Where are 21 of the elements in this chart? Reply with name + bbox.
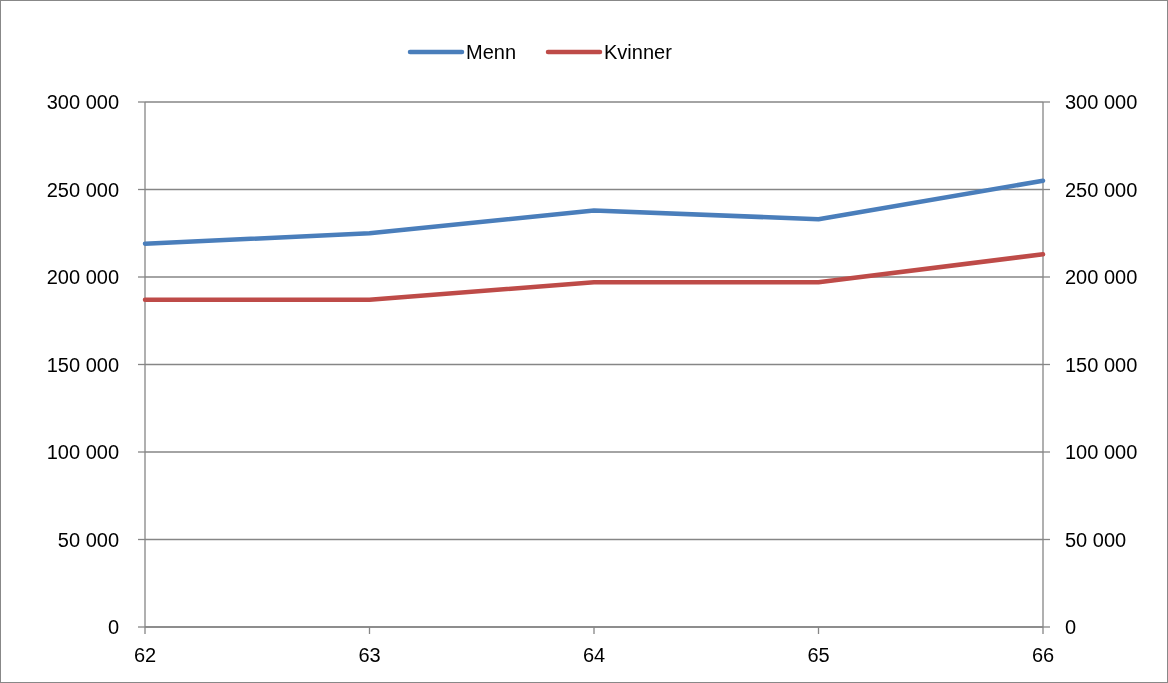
y-tick-label: 50 000 (57, 528, 119, 551)
y-tick-label: 150 000 (46, 353, 119, 376)
x-tick-label: 66 (1031, 644, 1055, 666)
x-tick-label: 65 (807, 644, 830, 666)
legend-label: Menn (466, 41, 517, 63)
y2-tick-label: 100 000 (1065, 441, 1138, 463)
y-tick-label: 0 (107, 616, 119, 638)
y-tick-label: 100 000 (46, 441, 119, 463)
y2-tick-label: 300 000 (1065, 91, 1138, 113)
x-tick-label: 63 (358, 644, 381, 666)
y-tick-label: 250 000 (46, 178, 119, 201)
y2-tick-label: 200 000 (1065, 266, 1138, 288)
x-tick-label: 62 (133, 644, 157, 666)
x-tick-label: 64 (582, 644, 606, 666)
legend-label: Kvinner (604, 41, 673, 63)
y2-tick-label: 150 000 (1065, 353, 1138, 376)
y2-tick-label: 50 000 (1065, 528, 1127, 551)
y2-tick-label: 0 (1065, 616, 1077, 638)
y-tick-label: 200 000 (46, 266, 119, 288)
y-tick-label: 300 000 (46, 91, 119, 113)
y2-tick-label: 250 000 (1065, 178, 1138, 201)
